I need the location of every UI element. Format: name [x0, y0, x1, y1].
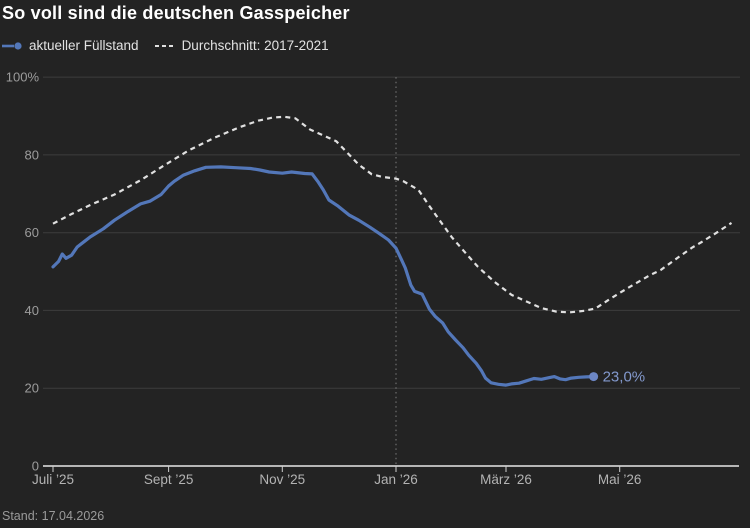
current-line — [51, 165, 596, 387]
svg-text:100%: 100% — [6, 70, 40, 85]
legend-item-current: aktueller Füllstand — [2, 38, 139, 53]
svg-text:Sept ’25: Sept ’25 — [144, 472, 194, 487]
legend-label-current: aktueller Füllstand — [29, 38, 139, 53]
stand-date: Stand: 17.04.2026 — [2, 509, 105, 523]
svg-text:Nov ’25: Nov ’25 — [259, 472, 305, 487]
svg-text:Jan ’26: Jan ’26 — [374, 472, 418, 487]
legend-item-average: Durchschnitt: 2017-2021 — [154, 38, 329, 53]
average-line — [52, 115, 733, 314]
x-axis-labels: Juli ’25 Sept ’25 Nov ’25 Jan ’26 März ’26 Ma… — [32, 472, 641, 487]
svg-text:März ’26: März ’26 — [480, 472, 532, 487]
y-gridlines — [43, 76, 740, 389]
line-dot-icon — [2, 41, 22, 50]
svg-text:60: 60 — [25, 225, 39, 240]
y-axis-labels: 0 20 40 60 80 100% — [6, 70, 40, 474]
svg-text:Mai ’26: Mai ’26 — [598, 472, 642, 487]
svg-text:40: 40 — [25, 303, 39, 318]
legend-label-average: Durchschnitt: 2017-2021 — [181, 38, 329, 53]
svg-text:Juli ’25: Juli ’25 — [32, 472, 74, 487]
svg-text:20: 20 — [25, 381, 39, 396]
current-end-label: 23,0% — [603, 369, 646, 386]
x-axis-ticks — [52, 466, 621, 472]
current-end-dot — [589, 372, 599, 382]
svg-text:0: 0 — [32, 459, 39, 474]
svg-text:80: 80 — [25, 147, 39, 162]
legend: aktueller Füllstand Durchschnitt: 2017-2… — [2, 38, 329, 53]
dashed-line-icon — [154, 44, 176, 47]
chart-title: So voll sind die deutschen Gasspeicher — [2, 3, 350, 23]
